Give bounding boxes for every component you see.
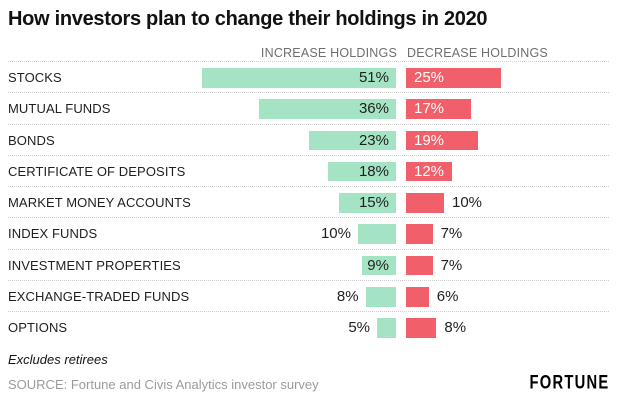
increase-bar: 23%	[308, 130, 396, 151]
increase-bar	[377, 318, 396, 338]
increase-value: 5%	[348, 319, 370, 337]
increase-bar: 36%	[259, 99, 396, 119]
category-label: INVESTMENT PROPERTIES	[8, 257, 181, 273]
chart-rows: STOCKS 51% 25% MUTUAL FUNDS 36% 17% BOND…	[8, 61, 609, 343]
decrease-value: 7%	[440, 225, 463, 243]
chart-title: How investors plan to change their holdi…	[8, 8, 488, 30]
category-label: OPTIONS	[8, 320, 68, 336]
increase-bar: 18%	[327, 161, 396, 182]
increase-value: 15%	[358, 194, 389, 212]
chart-row: BONDS 23% 19%	[8, 123, 609, 155]
decrease-bar: 19%	[406, 130, 479, 151]
decrease-bar	[406, 318, 437, 338]
category-label: MUTUAL FUNDS	[8, 101, 111, 117]
chart-row: OPTIONS 5% 8%	[8, 311, 609, 342]
column-header-decrease-holdings: DECREASE HOLDINGS	[407, 46, 548, 60]
decrease-value: 7%	[440, 256, 463, 274]
decrease-bar: 25%	[406, 68, 501, 88]
increase-bar	[365, 287, 396, 307]
chart-row: INDEX FUNDS 10% 7%	[8, 217, 609, 248]
decrease-value: 6%	[436, 288, 459, 306]
category-label: MARKET MONEY ACCOUNTS	[8, 195, 191, 211]
increase-bar	[358, 224, 396, 244]
increase-value: 10%	[320, 225, 351, 243]
decrease-bar	[406, 255, 433, 276]
decrease-bar	[406, 287, 429, 307]
decrease-bar: 17%	[406, 99, 471, 119]
chart-row: MUTUAL FUNDS 36% 17%	[8, 92, 609, 123]
decrease-value: 10%	[452, 194, 483, 212]
increase-bar: 51%	[202, 68, 396, 88]
decrease-value: 12%	[414, 162, 445, 180]
chart-row: CERTIFICATE OF DEPOSITS 18% 12%	[8, 154, 609, 186]
category-label: EXCHANGE-TRADED FUNDS	[8, 289, 190, 305]
decrease-value: 8%	[444, 319, 467, 337]
decrease-bar: 12%	[406, 161, 452, 182]
fortune-logo: FORTUNE	[529, 371, 609, 393]
increase-value: 9%	[367, 256, 389, 274]
increase-value: 23%	[358, 131, 389, 149]
decrease-value: 19%	[414, 131, 445, 149]
increase-value: 18%	[358, 162, 389, 180]
decrease-bar	[406, 193, 444, 213]
decrease-value: 25%	[414, 69, 445, 86]
chart-row: STOCKS 51% 25%	[8, 61, 609, 92]
increase-value: 36%	[358, 100, 389, 118]
chart-row: EXCHANGE-TRADED FUNDS 8% 6%	[8, 280, 609, 311]
chart-row: INVESTMENT PROPERTIES 9% 7%	[8, 248, 609, 280]
category-label: BONDS	[8, 132, 55, 148]
category-label: STOCKS	[8, 70, 62, 85]
column-header-increase-holdings: INCREASE HOLDINGS	[260, 46, 397, 60]
chart-source: SOURCE: Fortune and Civis Analytics inve…	[8, 377, 319, 392]
increase-value: 51%	[358, 69, 389, 86]
increase-bar: 15%	[339, 193, 396, 213]
category-label: INDEX FUNDS	[8, 226, 98, 242]
chart-footnote: Excludes retirees	[8, 352, 108, 367]
decrease-value: 17%	[414, 100, 445, 118]
chart-row: MARKET MONEY ACCOUNTS 15% 10%	[8, 186, 609, 217]
increase-value: 8%	[336, 288, 359, 306]
increase-bar: 9%	[361, 255, 396, 276]
category-label: CERTIFICATE OF DEPOSITS	[8, 163, 186, 179]
decrease-bar	[406, 224, 433, 244]
